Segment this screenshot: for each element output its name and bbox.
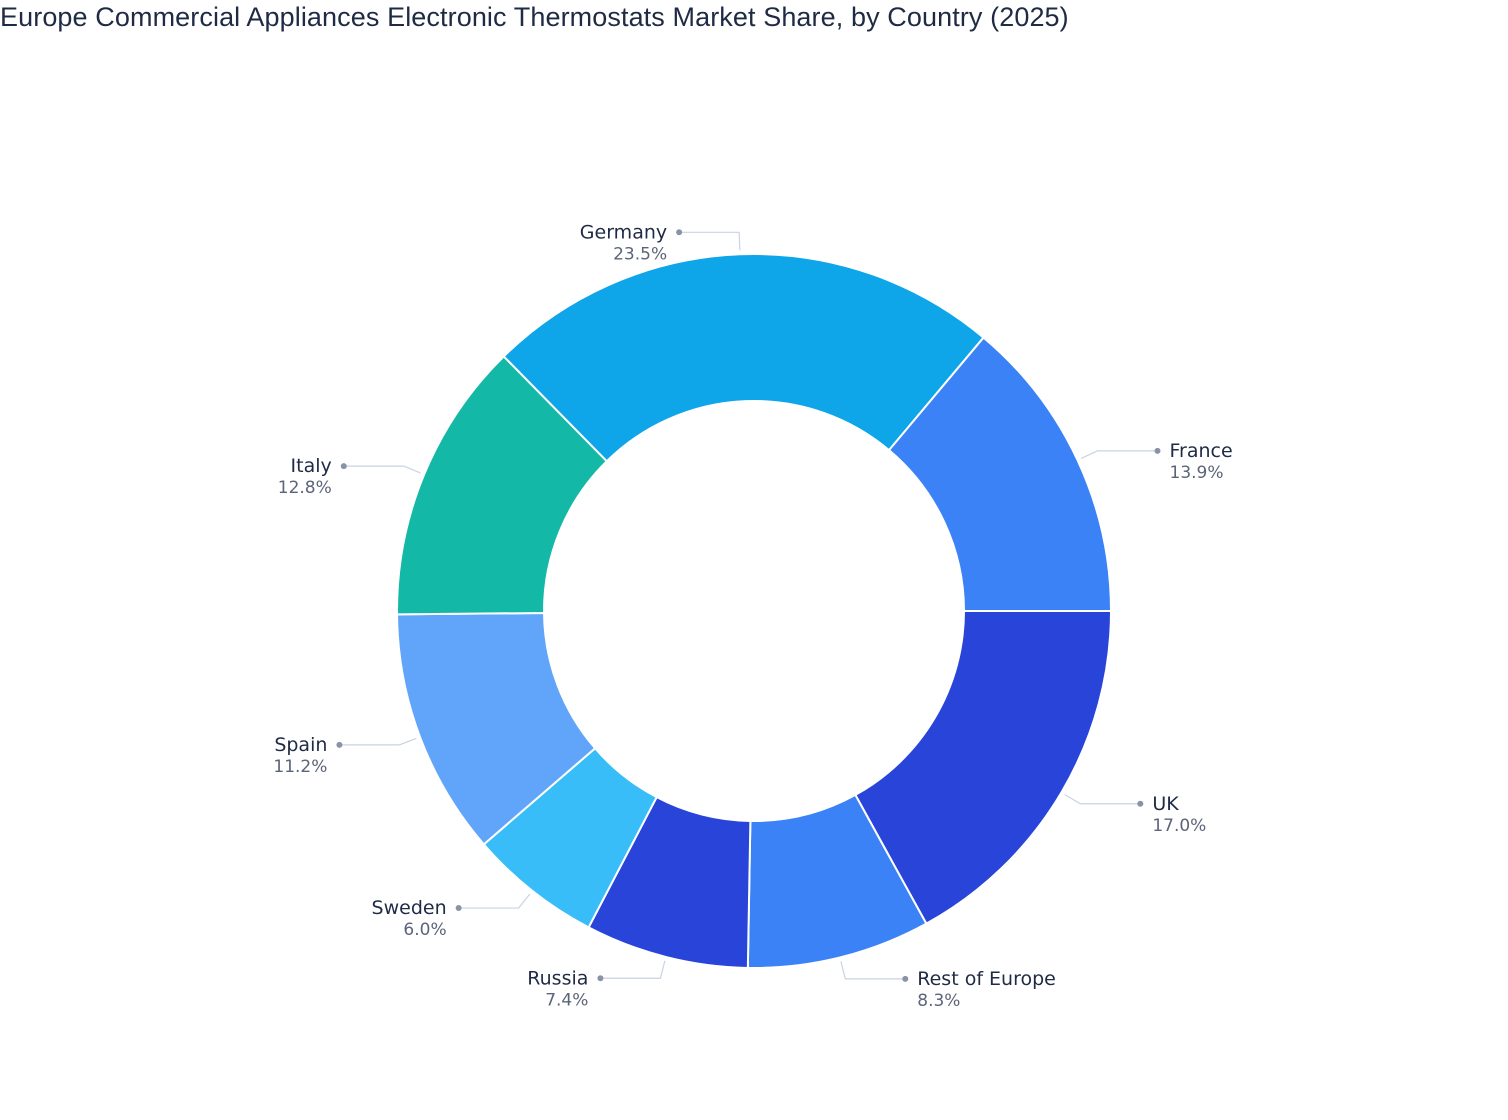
- leader-line-russia: [600, 960, 666, 979]
- leader-line-uk: [1064, 794, 1141, 805]
- leader-dot-france: [1154, 447, 1161, 454]
- chart-title: Europe Commercial Appliances Electronic …: [0, 2, 1069, 32]
- leader-line-spain: [339, 737, 417, 746]
- slice-uk[interactable]: [854, 610, 1113, 926]
- slice-label-spain: Spain: [274, 734, 327, 756]
- leader-line-italy: [343, 465, 421, 474]
- leader-line-rest-of-europe: [840, 961, 906, 980]
- leader-dot-spain: [336, 741, 343, 748]
- leader-dot-rest-of-europe: [902, 975, 909, 982]
- slice-label-sweden: Sweden: [372, 897, 447, 919]
- leader-dot-germany: [676, 229, 683, 236]
- slice-label-italy: Italy: [291, 455, 332, 477]
- slice-italy[interactable]: [396, 354, 609, 616]
- slice-value-rest-of-europe: 8.3%: [917, 991, 960, 1011]
- donut-slices: [396, 253, 1113, 969]
- slice-label-rest-of-europe: Rest of Europe: [917, 968, 1056, 990]
- leader-lines: [336, 229, 1161, 982]
- slice-germany[interactable]: [502, 253, 985, 463]
- slice-value-sweden: 6.0%: [403, 920, 446, 940]
- slice-value-france: 13.9%: [1170, 463, 1224, 483]
- slice-value-germany: 23.5%: [613, 244, 667, 264]
- leader-dot-russia: [597, 975, 604, 982]
- leader-dot-italy: [340, 463, 347, 470]
- slice-label-france: France: [1170, 440, 1233, 462]
- leader-line-france: [1080, 450, 1158, 460]
- leader-dot-uk: [1137, 800, 1144, 807]
- slice-france[interactable]: [887, 336, 1113, 612]
- slice-value-uk: 17.0%: [1152, 816, 1206, 836]
- slice-label-russia: Russia: [527, 967, 588, 989]
- slice-value-italy: 12.8%: [278, 478, 332, 498]
- leader-line-sweden: [458, 893, 531, 909]
- leader-dot-sweden: [455, 905, 462, 912]
- slice-label-germany: Germany: [580, 221, 667, 243]
- leader-line-germany: [679, 231, 741, 251]
- slice-value-spain: 11.2%: [273, 757, 327, 777]
- slice-value-russia: 7.4%: [545, 990, 588, 1010]
- slice-label-uk: UK: [1152, 793, 1179, 815]
